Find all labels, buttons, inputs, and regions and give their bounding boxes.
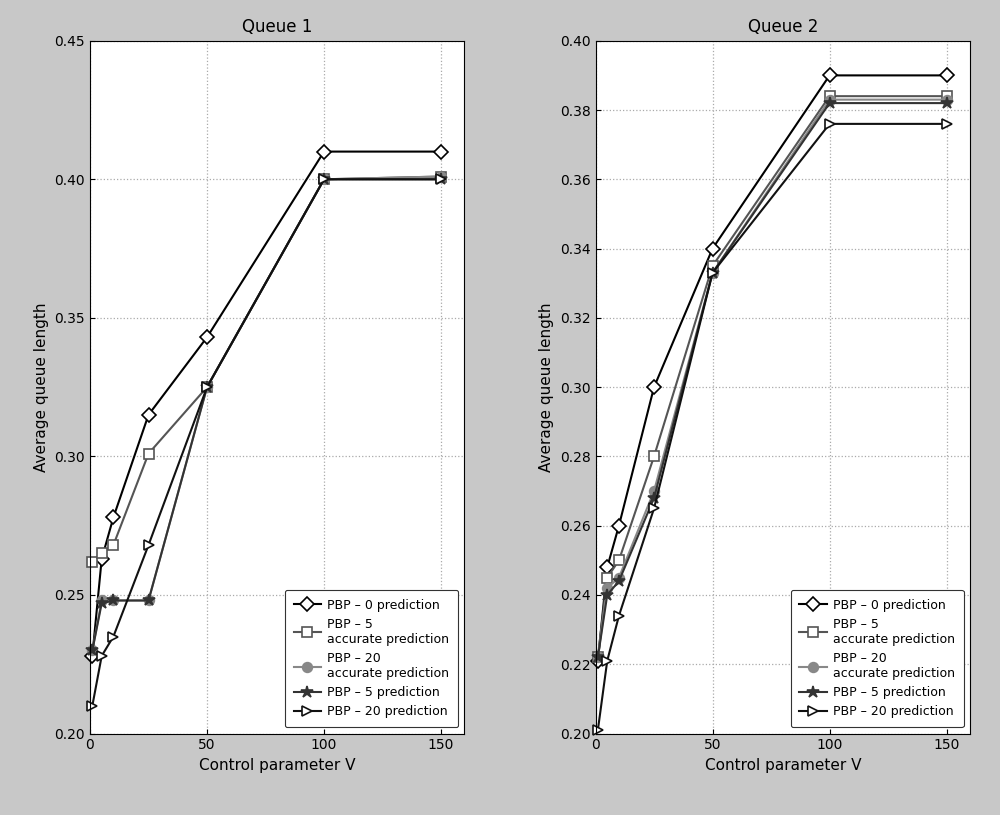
Line: PBP – 20
accurate prediction: PBP – 20 accurate prediction: [87, 172, 446, 655]
Line: PBP – 5
accurate prediction: PBP – 5 accurate prediction: [593, 91, 951, 662]
PBP – 5 prediction: [601, 590, 613, 600]
PBP – 20
accurate prediction: [86, 645, 98, 655]
PBP – 20 prediction: [941, 119, 953, 129]
PBP – 5 prediction: [824, 99, 836, 108]
PBP – 20
accurate prediction: [824, 95, 836, 104]
PBP – 20
accurate prediction: [707, 268, 719, 278]
Line: PBP – 5 prediction: PBP – 5 prediction: [592, 97, 953, 663]
PBP – 20 prediction: [143, 540, 155, 550]
Line: PBP – 20 prediction: PBP – 20 prediction: [593, 119, 951, 735]
Legend: PBP – 0 prediction, PBP – 5
accurate prediction, PBP – 20
accurate prediction, P: PBP – 0 prediction, PBP – 5 accurate pre…: [285, 590, 458, 727]
PBP – 0 prediction: [143, 410, 155, 420]
PBP – 5
accurate prediction: [707, 261, 719, 271]
PBP – 20 prediction: [707, 268, 719, 278]
PBP – 0 prediction: [592, 656, 604, 666]
Y-axis label: Average queue length: Average queue length: [34, 302, 49, 472]
PBP – 20 prediction: [435, 174, 447, 184]
X-axis label: Control parameter V: Control parameter V: [199, 758, 355, 773]
PBP – 20
accurate prediction: [143, 596, 155, 606]
PBP – 5 prediction: [143, 596, 155, 606]
PBP – 0 prediction: [601, 562, 613, 572]
PBP – 5 prediction: [435, 174, 447, 184]
PBP – 20 prediction: [96, 651, 108, 661]
PBP – 5 prediction: [201, 382, 213, 392]
PBP – 5 prediction: [86, 645, 98, 655]
Legend: PBP – 0 prediction, PBP – 5
accurate prediction, PBP – 20
accurate prediction, P: PBP – 0 prediction, PBP – 5 accurate pre…: [790, 590, 964, 727]
PBP – 20 prediction: [613, 611, 625, 621]
Title: Queue 1: Queue 1: [242, 19, 312, 37]
PBP – 20
accurate prediction: [592, 652, 604, 662]
PBP – 5
accurate prediction: [96, 548, 108, 558]
PBP – 0 prediction: [613, 521, 625, 531]
PBP – 5 prediction: [592, 652, 604, 662]
PBP – 5 prediction: [941, 99, 953, 108]
X-axis label: Control parameter V: Control parameter V: [705, 758, 861, 773]
PBP – 20
accurate prediction: [107, 596, 119, 606]
PBP – 20 prediction: [201, 382, 213, 392]
PBP – 5
accurate prediction: [941, 91, 953, 101]
PBP – 5
accurate prediction: [648, 452, 660, 461]
PBP – 5
accurate prediction: [592, 652, 604, 662]
PBP – 0 prediction: [648, 382, 660, 392]
PBP – 5
accurate prediction: [824, 91, 836, 101]
PBP – 0 prediction: [107, 513, 119, 522]
PBP – 5 prediction: [613, 576, 625, 586]
Y-axis label: Average queue length: Average queue length: [539, 302, 554, 472]
PBP – 0 prediction: [824, 71, 836, 81]
Title: Queue 2: Queue 2: [748, 19, 818, 37]
Line: PBP – 20
accurate prediction: PBP – 20 accurate prediction: [593, 95, 951, 662]
PBP – 0 prediction: [318, 147, 330, 156]
PBP – 20
accurate prediction: [435, 172, 447, 182]
PBP – 5 prediction: [318, 174, 330, 184]
PBP – 20
accurate prediction: [318, 174, 330, 184]
PBP – 20 prediction: [648, 504, 660, 513]
PBP – 20
accurate prediction: [96, 596, 108, 606]
PBP – 20
accurate prediction: [601, 584, 613, 593]
Line: PBP – 5 prediction: PBP – 5 prediction: [86, 173, 447, 657]
PBP – 5
accurate prediction: [201, 382, 213, 392]
PBP – 20
accurate prediction: [941, 95, 953, 104]
PBP – 20 prediction: [601, 656, 613, 666]
PBP – 0 prediction: [435, 147, 447, 156]
Line: PBP – 0 prediction: PBP – 0 prediction: [87, 147, 446, 661]
PBP – 20 prediction: [318, 174, 330, 184]
PBP – 5
accurate prediction: [435, 172, 447, 182]
PBP – 20
accurate prediction: [648, 486, 660, 496]
Line: PBP – 5
accurate prediction: PBP – 5 accurate prediction: [87, 172, 446, 566]
PBP – 20 prediction: [86, 701, 98, 711]
Line: PBP – 20 prediction: PBP – 20 prediction: [87, 174, 446, 711]
PBP – 5
accurate prediction: [318, 174, 330, 184]
PBP – 0 prediction: [941, 71, 953, 81]
PBP – 0 prediction: [86, 651, 98, 661]
PBP – 5
accurate prediction: [613, 556, 625, 566]
PBP – 5
accurate prediction: [601, 573, 613, 583]
PBP – 20
accurate prediction: [201, 382, 213, 392]
Line: PBP – 0 prediction: PBP – 0 prediction: [593, 71, 951, 666]
PBP – 0 prediction: [96, 554, 108, 564]
PBP – 20
accurate prediction: [613, 573, 625, 583]
PBP – 5
accurate prediction: [143, 449, 155, 459]
PBP – 20 prediction: [824, 119, 836, 129]
PBP – 5 prediction: [707, 268, 719, 278]
PBP – 5
accurate prediction: [107, 540, 119, 550]
PBP – 5 prediction: [648, 493, 660, 503]
PBP – 5 prediction: [96, 598, 108, 608]
PBP – 5
accurate prediction: [86, 557, 98, 566]
PBP – 20 prediction: [592, 725, 604, 735]
PBP – 5 prediction: [107, 596, 119, 606]
PBP – 20 prediction: [107, 632, 119, 641]
PBP – 0 prediction: [201, 333, 213, 342]
PBP – 0 prediction: [707, 244, 719, 253]
